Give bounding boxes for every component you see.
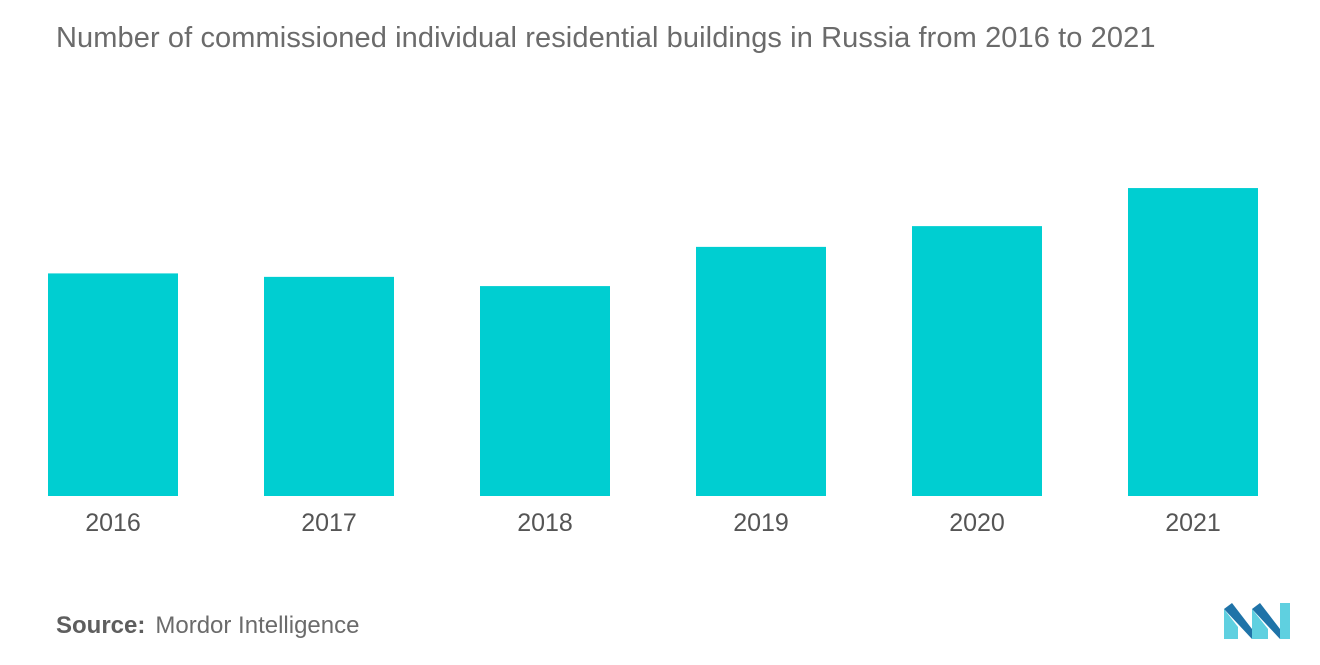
bar-2021: [1128, 188, 1258, 496]
source-note: Source: Mordor Intelligence: [56, 612, 359, 640]
bar-2019: [696, 246, 826, 496]
source-label: Source:: [56, 612, 146, 639]
bar-chart: 2016 2017 2018 2019 2020 2021: [48, 188, 1258, 537]
x-tick-label-2020: 2020: [949, 509, 1005, 537]
mordor-intelligence-logo-icon: [1224, 603, 1290, 639]
bars-group: [48, 188, 1258, 496]
x-tick-labels: 2016 2017 2018 2019 2020 2021: [85, 509, 1221, 537]
x-tick-label-2016: 2016: [85, 509, 141, 537]
source-text: Mordor Intelligence: [155, 612, 360, 639]
bar-2020: [912, 226, 1042, 496]
chart-title: Number of commissioned individual reside…: [56, 22, 1156, 54]
bar-2017: [264, 276, 394, 496]
x-tick-label-2018: 2018: [517, 509, 573, 537]
x-tick-label-2021: 2021: [1165, 509, 1221, 537]
bar-2016: [48, 273, 178, 496]
x-tick-label-2017: 2017: [301, 509, 357, 537]
bar-2018: [480, 286, 610, 496]
x-tick-label-2019: 2019: [733, 509, 789, 537]
